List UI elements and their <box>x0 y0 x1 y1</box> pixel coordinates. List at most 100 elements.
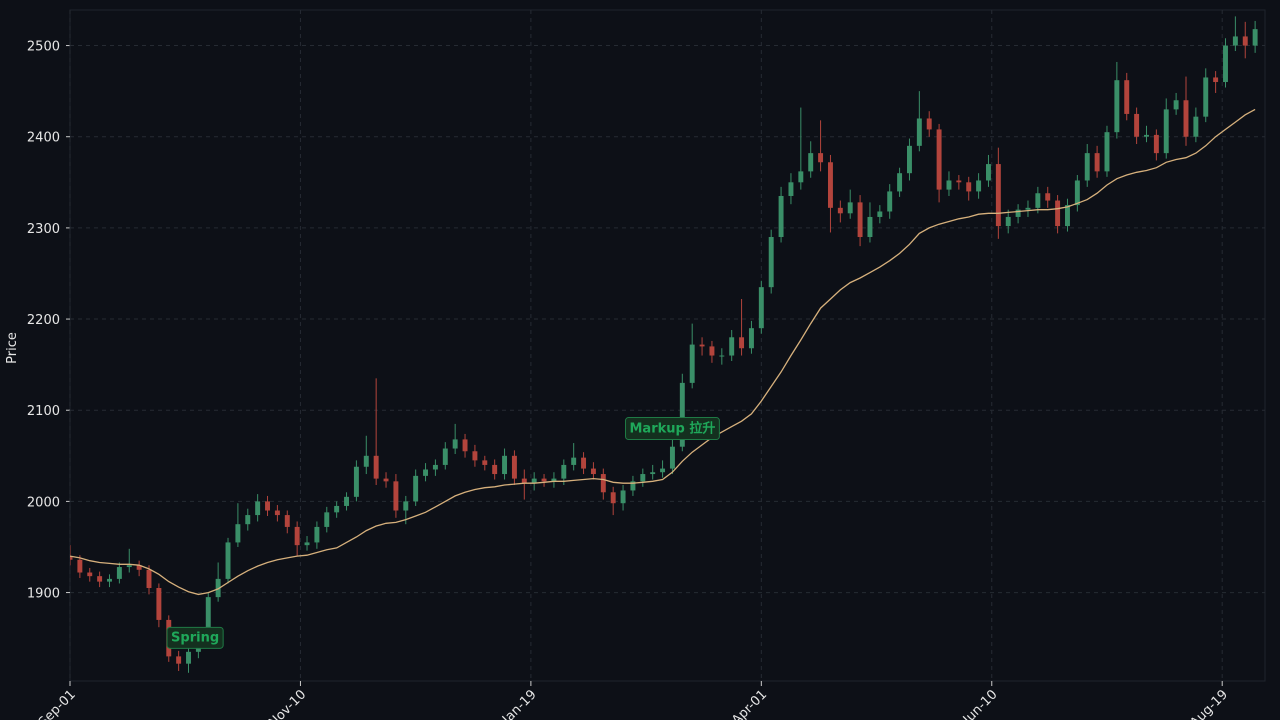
candle-body <box>403 501 409 511</box>
candle-body <box>630 481 636 491</box>
candle-body <box>541 478 547 482</box>
candle-body <box>966 182 972 192</box>
candle-body <box>1055 200 1061 227</box>
y-axis-label: Price <box>5 332 20 364</box>
candle-body <box>531 478 537 484</box>
candle-body <box>1094 153 1100 172</box>
candle-body <box>1203 77 1209 117</box>
candle-body <box>1183 100 1189 137</box>
x-tick-label: Jan-19 <box>499 687 540 720</box>
candle-body <box>176 656 182 664</box>
y-tick-label: 2100 <box>27 404 60 419</box>
candle-body <box>492 464 498 475</box>
candle-body <box>818 153 824 163</box>
candle-body <box>739 337 745 349</box>
candle-body <box>344 496 349 506</box>
plot-area <box>69 9 1266 682</box>
candle-body <box>353 466 359 497</box>
candle-body <box>1153 134 1159 154</box>
candle-body <box>1232 36 1238 46</box>
annotation-text: Spring <box>171 630 219 645</box>
candle-body <box>808 153 814 172</box>
candle-body <box>887 191 893 212</box>
candle-body <box>432 464 438 470</box>
candle-body <box>551 478 557 482</box>
candle-body <box>1015 209 1021 217</box>
x-tick-label: Sep-01 <box>36 687 79 720</box>
candle-body <box>1223 45 1228 83</box>
candle-body <box>600 474 606 493</box>
candle-body <box>413 475 419 502</box>
candle-body <box>748 328 754 349</box>
candle-body <box>709 346 715 356</box>
candle-body <box>294 526 300 546</box>
candle-body <box>729 337 735 356</box>
candle-body <box>719 355 725 357</box>
moving-average-line <box>70 108 1256 596</box>
candle-body <box>521 478 527 484</box>
x-tick-label: Aug-19 <box>1187 687 1231 720</box>
candle-body <box>393 481 399 511</box>
candle-body <box>1252 29 1258 46</box>
annotation-text: Markup 拉升 <box>630 421 716 437</box>
candle-body <box>897 173 903 192</box>
candle-body <box>156 588 162 620</box>
candle-body <box>373 455 379 479</box>
candle-body <box>847 202 853 214</box>
candle-body <box>314 526 320 543</box>
annotation: Spring <box>166 626 224 649</box>
x-tick-label: Apr-01 <box>729 687 770 720</box>
candle-body <box>511 455 517 479</box>
candle-body <box>650 472 656 475</box>
candle-body <box>1074 180 1080 206</box>
candle-body <box>146 569 152 589</box>
candle-body <box>956 180 962 183</box>
candle-body <box>798 171 804 183</box>
candle-body <box>1144 134 1149 137</box>
candle-body <box>107 578 112 582</box>
candle-body <box>1005 216 1011 227</box>
y-tick-label: 2000 <box>27 495 60 510</box>
candle-body <box>77 559 83 573</box>
annotation-box <box>166 626 224 649</box>
candle-body <box>778 195 784 238</box>
candle-body <box>1065 205 1070 227</box>
candle-body <box>126 565 132 568</box>
candle-body <box>926 118 932 130</box>
candle-body <box>1173 100 1179 110</box>
candle-body <box>669 446 675 469</box>
annotation: Markup 拉升 <box>625 417 720 441</box>
candle-body <box>235 524 241 543</box>
candle-body <box>571 457 577 465</box>
candle-body <box>640 474 646 482</box>
candle-body <box>245 515 251 525</box>
candle-body <box>946 180 952 190</box>
candle-body <box>758 287 764 329</box>
candle-body <box>1114 80 1120 133</box>
candle-body <box>1045 193 1051 201</box>
candle-body <box>660 468 666 473</box>
candle-body <box>304 542 310 546</box>
candle-body <box>225 542 231 579</box>
candle-body <box>442 448 448 465</box>
candle-body <box>1035 193 1041 208</box>
candle-body <box>265 501 270 511</box>
candle-body <box>116 567 122 579</box>
candle-body <box>1025 207 1031 210</box>
candle-body <box>561 464 567 479</box>
candle-body <box>837 207 843 214</box>
y-tick-label: 2400 <box>27 131 60 146</box>
candle-body <box>1124 80 1130 114</box>
candle-body <box>334 505 340 513</box>
candle-body <box>186 651 191 664</box>
candle-body <box>1163 109 1169 154</box>
annotation-box <box>625 417 720 441</box>
candle-body <box>995 164 1001 227</box>
candle-body <box>324 512 330 527</box>
candle-body <box>87 572 93 577</box>
candle-body <box>610 492 616 504</box>
candle-body <box>1084 153 1090 181</box>
candle-body <box>986 164 991 181</box>
candle-body <box>472 451 478 461</box>
